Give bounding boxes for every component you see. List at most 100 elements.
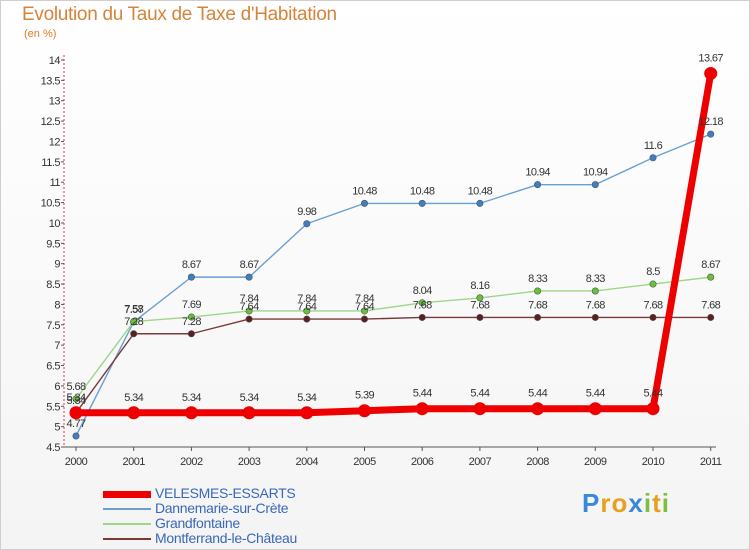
x-tick-label: 2003 [238,456,261,468]
data-point-dannemarie-sur-cr-te [707,130,715,138]
chart-title: Evolution du Taux de Taxe d'Habitation [22,4,337,25]
data-point-grandfontaine [534,287,542,295]
data-label-dannemarie-sur-cr-te: 4.77 [66,418,85,430]
data-point-grandfontaine [245,307,253,315]
logo-letter: t [652,488,662,518]
data-label-montferrand-le-ch-teau: 7.64 [355,301,374,313]
data-point-grandfontaine [303,307,311,315]
data-label-montferrand-le-ch-teau: 7.64 [297,301,316,313]
data-point-montferrand-le-ch-teau [707,313,715,321]
data-label-montferrand-le-ch-teau: 7.28 [124,316,143,328]
data-label-montferrand-le-ch-teau: 7.68 [470,299,489,311]
data-label-dannemarie-sur-cr-te: 7.57 [124,304,143,316]
data-point-montferrand-le-ch-teau [649,313,657,321]
x-tick-label: 2004 [296,456,319,468]
data-label-dannemarie-sur-cr-te: 12.18 [698,116,723,128]
data-label-velesmes-essarts: 5.44 [470,388,489,400]
data-label-dannemarie-sur-cr-te: 10.48 [468,185,493,197]
x-tick-label: 2001 [122,456,145,468]
x-tick-label: 2002 [180,456,203,468]
data-point-grandfontaine [649,280,657,288]
y-tick-label: 6.5 [46,361,60,373]
data-label-grandfontaine: 5.68 [66,381,85,393]
data-label-velesmes-essarts: 5.44 [586,388,605,400]
data-label-montferrand-le-ch-teau: 7.68 [528,299,547,311]
data-point-dannemarie-sur-cr-te [245,273,253,281]
data-label-grandfontaine: 8.33 [528,273,547,285]
x-tick-label: 2005 [353,456,376,468]
legend-label: Dannemarie-sur-Crète [155,500,289,516]
legend-swatch [103,508,151,510]
data-point-velesmes-essarts [127,406,141,420]
data-label-grandfontaine: 7.69 [182,299,201,311]
data-label-montferrand-le-ch-teau: 7.64 [240,301,259,313]
legend-swatch [103,538,151,540]
data-label-dannemarie-sur-cr-te: 10.48 [352,185,377,197]
y-tick-label: 8.5 [46,279,60,291]
data-label-grandfontaine: 7.84 [355,293,374,305]
data-label-velesmes-essarts: 5.39 [355,390,374,402]
logo-letter: P [582,488,601,518]
axes: 4.555.566.577.588.599.51010.51111.51212.… [41,55,722,468]
data-point-montferrand-le-ch-teau [187,330,195,338]
data-label-velesmes-essarts: 5.34 [182,392,201,404]
data-point-velesmes-essarts [300,406,314,420]
legend-swatch [103,523,151,525]
x-tick-label: 2008 [526,456,549,468]
logo-letter: x [628,488,644,518]
data-point-velesmes-essarts [358,404,371,418]
y-tick-label: 13 [49,96,61,108]
data-label-montferrand-le-ch-teau: 7.68 [701,299,720,311]
data-label-velesmes-essarts: 13.67 [698,52,723,64]
x-tick-label: 2006 [411,456,434,468]
data-label-dannemarie-sur-cr-te: 9.98 [297,206,316,218]
data-label-grandfontaine: 8.04 [413,285,432,297]
data-label-montferrand-le-ch-teau: 7.68 [643,299,662,311]
data-label-velesmes-essarts: 5.34 [297,392,316,404]
y-tick-label: 12 [49,136,61,148]
data-point-dannemarie-sur-cr-te [360,199,368,207]
y-tick-label: 4.5 [46,442,60,454]
data-point-dannemarie-sur-cr-te [72,432,80,440]
data-point-dannemarie-sur-cr-te [534,181,542,189]
data-label-montferrand-le-ch-teau: 7.28 [182,316,201,328]
data-label-velesmes-essarts: 5.34 [124,392,143,404]
data-point-velesmes-essarts [242,406,256,420]
data-point-dannemarie-sur-cr-te [476,199,484,207]
y-tick-label: 7.5 [46,320,60,332]
data-point-grandfontaine [476,294,484,302]
series-line-dannemarie-sur-cr-te [75,133,712,437]
y-tick-label: 8 [54,299,60,311]
data-point-montferrand-le-ch-teau [591,313,599,321]
data-point-dannemarie-sur-cr-te [649,154,657,162]
data-label-montferrand-le-ch-teau: 5.34 [66,395,85,407]
series-line-montferrand-le-ch-teau [75,316,712,414]
data-point-grandfontaine [187,313,195,321]
data-label-dannemarie-sur-cr-te: 10.94 [525,167,550,179]
data-point-grandfontaine [130,318,138,326]
data-label-velesmes-essarts: 5.44 [643,388,662,400]
y-tick-label: 9 [54,259,60,271]
y-tick-label: 7 [54,340,60,352]
series-line-velesmes-essarts [72,69,715,417]
data-label-velesmes-essarts: 5.34 [66,392,85,404]
y-tick-label: 14 [49,55,61,67]
logo-letter: i [661,488,670,518]
legend-swatch [103,491,151,498]
data-label-grandfontaine: 8.16 [470,280,489,292]
series-line-grandfontaine [75,276,712,400]
data-point-montferrand-le-ch-teau [534,313,542,321]
legend-label: Grandfontaine [155,515,240,531]
data-point-dannemarie-sur-cr-te [303,220,311,228]
y-tick-label: 10 [49,218,61,230]
data-point-montferrand-le-ch-teau [476,313,484,321]
y-tick-label: 5.5 [46,401,60,413]
data-label-dannemarie-sur-cr-te: 11.6 [644,140,663,152]
data-point-velesmes-essarts [473,402,487,416]
data-point-montferrand-le-ch-teau [418,313,426,321]
data-label-dannemarie-sur-cr-te: 10.48 [410,185,435,197]
data-point-velesmes-essarts [184,406,198,420]
y-tick-label: 13.5 [41,75,61,87]
data-point-velesmes-essarts [704,66,718,80]
